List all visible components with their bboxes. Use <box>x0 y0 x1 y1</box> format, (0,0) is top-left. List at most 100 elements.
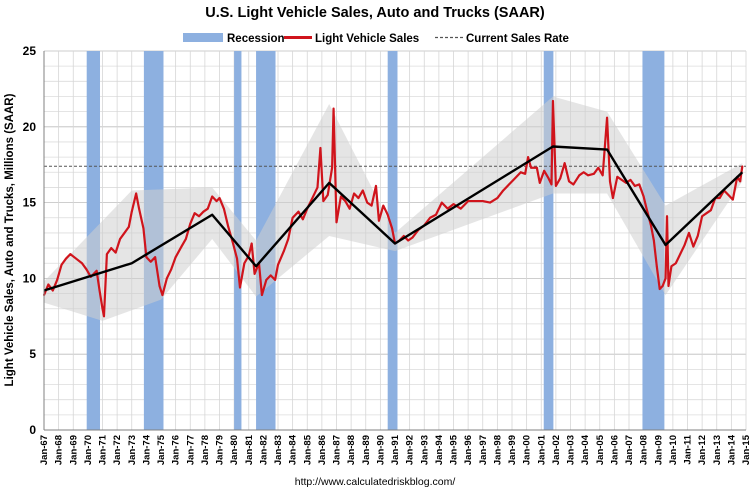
sales-point <box>154 256 157 259</box>
sales-point <box>265 279 268 281</box>
sales-point <box>198 215 200 218</box>
sales-point <box>411 236 414 239</box>
sales-point <box>105 253 108 256</box>
x-tick-label: Jan-14 <box>726 434 737 465</box>
sales-point <box>568 180 570 183</box>
sales-point <box>184 238 187 240</box>
x-tick-label: Jan-87 <box>332 435 343 465</box>
sales-point <box>375 185 377 187</box>
sales-point <box>180 245 183 248</box>
sales-point <box>378 219 380 222</box>
sales-point <box>145 256 148 259</box>
sales-point <box>514 177 516 180</box>
sales-point <box>326 194 329 196</box>
sales-point <box>310 198 313 201</box>
sales-point <box>386 213 389 216</box>
sales-point <box>667 285 670 287</box>
x-tick-label: Jan-02 <box>551 435 562 465</box>
sales-point <box>344 200 347 202</box>
sales-point <box>110 247 113 249</box>
sales-point <box>467 200 470 202</box>
x-tick-label: Jan-06 <box>609 435 620 465</box>
sales-point <box>85 268 88 271</box>
y-axis-ticks: 0 5 10 15 20 25 <box>23 44 37 437</box>
sales-point <box>429 216 431 219</box>
sales-point <box>119 238 121 240</box>
sales-point <box>193 212 196 215</box>
sales-point <box>165 277 168 280</box>
sales-point <box>366 201 369 204</box>
sales-point <box>616 175 619 178</box>
sales-point <box>446 207 449 210</box>
sales-point <box>274 279 276 281</box>
x-tick-label: Jan-72 <box>112 435 123 465</box>
sales-point <box>650 224 652 227</box>
sales-point <box>138 207 140 210</box>
sales-point <box>239 286 241 289</box>
x-tick-label: Jan-69 <box>68 435 79 465</box>
sales-point <box>543 169 546 172</box>
sales-point <box>481 200 484 202</box>
sales-point <box>701 215 704 218</box>
sales-point <box>612 197 614 199</box>
sales-point <box>554 185 557 187</box>
sales-point <box>718 197 721 199</box>
x-tick-label: Jan-78 <box>200 435 211 465</box>
sales-point <box>81 262 83 265</box>
sales-point <box>474 200 477 202</box>
sales-point <box>582 171 585 174</box>
sales-point <box>645 207 648 210</box>
sales-point <box>696 235 699 237</box>
sales-point <box>348 207 351 210</box>
x-tick-label: Jan-76 <box>171 435 182 465</box>
sales-point <box>530 166 532 169</box>
y-tick-label: 5 <box>29 347 36 361</box>
sales-point <box>227 225 230 228</box>
x-tick-label: Jan-70 <box>83 435 94 465</box>
x-tick-label: Jan-15 <box>741 434 750 465</box>
x-tick-label: Jan-12 <box>697 435 708 465</box>
x-tick-label: Jan-09 <box>653 435 664 465</box>
y-tick-label: 15 <box>23 196 37 210</box>
x-tick-label: Jan-92 <box>405 435 416 465</box>
sales-series <box>42 99 744 318</box>
sales-point <box>261 294 263 296</box>
y-tick-label: 25 <box>23 44 37 58</box>
legend-label-current-rate: Current Sales Rate <box>466 33 569 45</box>
sales-point <box>101 307 104 310</box>
sales-point <box>563 162 566 165</box>
sales-point <box>218 197 221 199</box>
x-tick-label: Jan-73 <box>127 435 138 465</box>
sales-point <box>535 166 538 169</box>
sales-point <box>552 100 554 102</box>
sales-point <box>527 156 529 159</box>
x-tick-label: Jan-95 <box>449 434 460 465</box>
x-tick-label: Jan-96 <box>463 435 474 465</box>
x-tick-label: Jan-71 <box>98 434 109 465</box>
chart-title: U.S. Light Vehicle Sales, Auto and Truck… <box>205 5 545 21</box>
sales-point <box>629 178 632 181</box>
sales-point <box>502 189 505 192</box>
sales-point <box>202 210 205 213</box>
sales-point <box>65 257 67 260</box>
x-tick-label: Jan-77 <box>185 435 196 465</box>
sales-point <box>440 201 443 204</box>
x-tick-label: Jan-91 <box>390 434 401 465</box>
x-tick-label: Jan-94 <box>434 434 445 465</box>
sales-point <box>597 166 600 169</box>
sales-point <box>688 232 690 234</box>
x-tick-label: Jan-90 <box>375 435 386 465</box>
sales-point <box>231 241 234 243</box>
sales-point <box>250 242 253 245</box>
sales-point <box>353 192 355 195</box>
x-tick-label: Jan-81 <box>244 434 255 465</box>
x-tick-label: Jan-10 <box>668 435 679 465</box>
x-tick-label: Jan-93 <box>419 435 430 465</box>
sales-point <box>578 174 581 177</box>
x-tick-label: Jan-08 <box>639 435 650 465</box>
sales-point <box>459 207 462 210</box>
sales-point <box>550 183 553 186</box>
sales-point <box>357 197 360 199</box>
trend-band <box>44 96 743 321</box>
trend-polyline <box>43 145 744 292</box>
